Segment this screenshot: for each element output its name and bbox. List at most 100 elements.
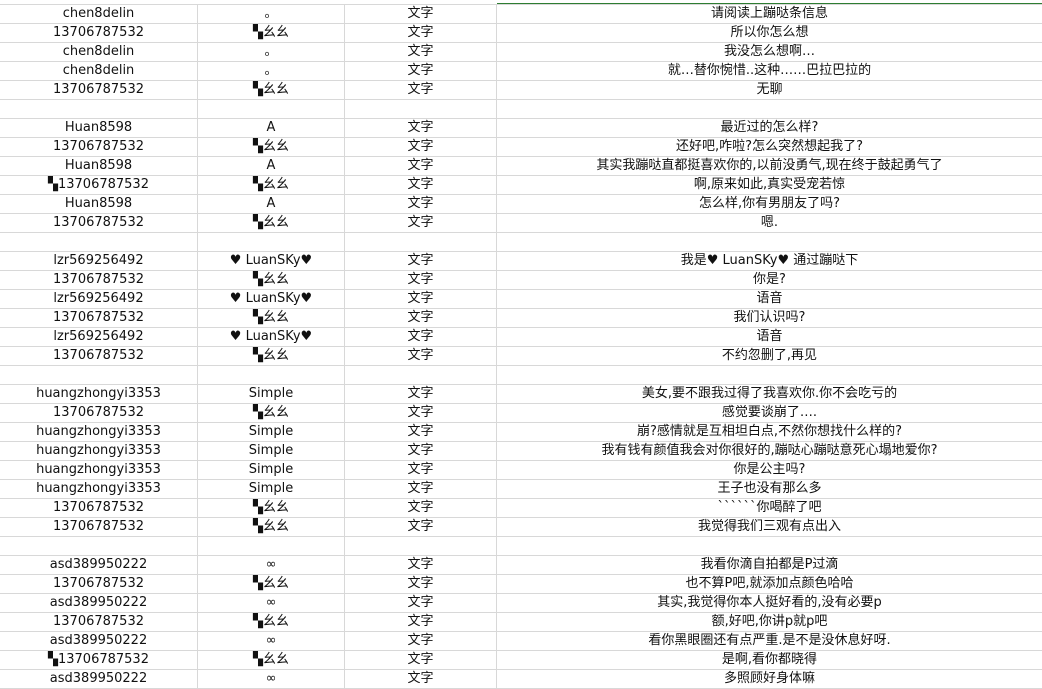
account-cell[interactable]: 13706787532 <box>0 613 198 631</box>
account-cell[interactable] <box>0 233 198 251</box>
message-cell[interactable]: 看你黑眼圈还有点严重.是不是没休息好呀. <box>648 633 891 648</box>
message-cell[interactable]: ``````你喝醉了吧 <box>717 500 822 515</box>
nickname-cell[interactable]: ▚幺幺 <box>198 575 345 593</box>
nickname-cell[interactable]: Simple <box>198 480 345 498</box>
message-cell[interactable]: 啊,原来如此,真实受宠若惊 <box>693 177 846 192</box>
type-cell[interactable]: 文字 <box>345 157 497 175</box>
type-cell[interactable]: 文字 <box>345 328 497 346</box>
account-cell[interactable]: chen8delin <box>0 43 198 61</box>
type-cell[interactable]: 文字 <box>345 670 497 688</box>
account-cell[interactable]: huangzhongyi3353 <box>0 442 198 460</box>
account-cell[interactable]: 13706787532 <box>0 309 198 327</box>
nickname-cell[interactable]: 。 <box>198 5 345 23</box>
message-cell[interactable]: 还好吧,咋啦?怎么突然想起我了? <box>676 139 863 154</box>
message-cell[interactable]: 我是♥ LuanSKy♥ 通过蹦哒下 <box>680 253 859 268</box>
account-cell[interactable]: 13706787532 <box>0 81 198 99</box>
nickname-cell[interactable]: A <box>198 195 345 213</box>
account-cell[interactable]: Huan8598 <box>0 119 198 137</box>
account-cell[interactable]: huangzhongyi3353 <box>0 461 198 479</box>
type-cell[interactable]: 文字 <box>345 347 497 365</box>
type-cell[interactable]: 文字 <box>345 24 497 42</box>
type-cell[interactable]: 文字 <box>345 214 497 232</box>
account-cell[interactable] <box>0 100 198 118</box>
type-cell[interactable]: 文字 <box>345 5 497 23</box>
nickname-cell[interactable] <box>198 537 345 555</box>
nickname-cell[interactable]: ▚幺幺 <box>198 651 345 669</box>
type-cell[interactable]: 文字 <box>345 195 497 213</box>
message-cell[interactable]: 额,好吧,你讲p就p吧 <box>711 614 828 629</box>
nickname-cell[interactable] <box>198 233 345 251</box>
type-cell[interactable]: 文字 <box>345 138 497 156</box>
message-cell[interactable]: 我们认识吗? <box>733 310 806 325</box>
nickname-cell[interactable]: ▚幺幺 <box>198 309 345 327</box>
account-cell[interactable]: ▚13706787532 <box>0 176 198 194</box>
account-cell[interactable]: 13706787532 <box>0 575 198 593</box>
nickname-cell[interactable]: ▚幺幺 <box>198 347 345 365</box>
account-cell[interactable]: 13706787532 <box>0 404 198 422</box>
account-cell[interactable]: huangzhongyi3353 <box>0 480 198 498</box>
nickname-cell[interactable]: ▚幺幺 <box>198 24 345 42</box>
type-cell[interactable]: 文字 <box>345 404 497 422</box>
account-cell[interactable]: chen8delin <box>0 62 198 80</box>
message-cell[interactable]: 你是公主吗? <box>733 462 806 477</box>
message-cell[interactable]: 也不算P吧,就添加点颜色哈哈 <box>685 576 854 591</box>
nickname-cell[interactable]: ▚幺幺 <box>198 81 345 99</box>
account-cell[interactable]: 13706787532 <box>0 271 198 289</box>
type-cell[interactable]: 文字 <box>345 423 497 441</box>
account-cell[interactable]: Huan8598 <box>0 157 198 175</box>
type-cell[interactable]: 文字 <box>345 480 497 498</box>
nickname-cell[interactable]: ▚幺幺 <box>198 613 345 631</box>
account-cell[interactable]: 13706787532 <box>0 347 198 365</box>
account-cell[interactable]: lzr569256492 <box>0 252 198 270</box>
message-cell[interactable]: 王子也没有那么多 <box>717 481 822 496</box>
account-cell[interactable]: 13706787532 <box>0 24 198 42</box>
nickname-cell[interactable]: ∞ <box>198 670 345 688</box>
type-cell[interactable]: 文字 <box>345 461 497 479</box>
type-cell[interactable]: 文字 <box>345 556 497 574</box>
message-cell[interactable]: 崩?感情就是互相坦白点,不然你想找什么样的? <box>637 424 902 439</box>
type-cell[interactable]: 文字 <box>345 119 497 137</box>
account-cell[interactable]: 13706787532 <box>0 499 198 517</box>
nickname-cell[interactable]: A <box>198 157 345 175</box>
message-cell[interactable]: 最近过的怎么样? <box>720 120 819 135</box>
nickname-cell[interactable]: ▚幺幺 <box>198 176 345 194</box>
account-cell[interactable]: huangzhongyi3353 <box>0 423 198 441</box>
nickname-cell[interactable]: Simple <box>198 385 345 403</box>
nickname-cell[interactable]: ∞ <box>198 556 345 574</box>
message-cell[interactable]: 怎么样,你有男朋友了吗? <box>698 196 841 211</box>
nickname-cell[interactable]: Simple <box>198 461 345 479</box>
message-cell[interactable]: 我觉得我们三观有点出入 <box>697 519 841 534</box>
account-cell[interactable]: lzr569256492 <box>0 290 198 308</box>
nickname-cell[interactable]: A <box>198 119 345 137</box>
message-cell[interactable] <box>497 537 1042 555</box>
account-cell[interactable]: asd389950222 <box>0 556 198 574</box>
message-cell[interactable]: 我有钱有颜值我会对你很好的,蹦哒心蹦哒意死心塌地爱你? <box>601 443 938 458</box>
message-cell[interactable]: 嗯. <box>760 215 779 230</box>
account-cell[interactable]: Huan8598 <box>0 195 198 213</box>
nickname-cell[interactable]: ♥ LuanSKy♥ <box>198 252 345 270</box>
type-cell[interactable]: 文字 <box>345 442 497 460</box>
nickname-cell[interactable] <box>198 366 345 384</box>
nickname-cell[interactable]: ▚幺幺 <box>198 138 345 156</box>
message-cell[interactable]: 无聊 <box>756 82 783 97</box>
type-cell[interactable]: 文字 <box>345 632 497 650</box>
message-cell[interactable]: 所以你怎么想 <box>730 25 809 40</box>
account-cell[interactable]: asd389950222 <box>0 670 198 688</box>
account-cell[interactable]: 13706787532 <box>0 518 198 536</box>
type-cell[interactable]: 文字 <box>345 518 497 536</box>
message-cell[interactable]: 美女,要不跟我过得了我喜欢你.你不会吃亏的 <box>641 386 898 401</box>
account-cell[interactable]: ▚13706787532 <box>0 651 198 669</box>
type-cell[interactable] <box>345 100 497 118</box>
type-cell[interactable]: 文字 <box>345 594 497 612</box>
nickname-cell[interactable]: Simple <box>198 442 345 460</box>
type-cell[interactable]: 文字 <box>345 575 497 593</box>
account-cell[interactable]: 13706787532 <box>0 138 198 156</box>
nickname-cell[interactable]: ∞ <box>198 632 345 650</box>
nickname-cell[interactable]: ▚幺幺 <box>198 518 345 536</box>
type-cell[interactable]: 文字 <box>345 62 497 80</box>
nickname-cell[interactable] <box>198 100 345 118</box>
type-cell[interactable]: 文字 <box>345 499 497 517</box>
type-cell[interactable]: 文字 <box>345 81 497 99</box>
message-cell[interactable]: 请阅读上蹦哒条信息 <box>710 6 828 21</box>
message-cell[interactable]: 其实,我觉得你本人挺好看的,没有必要p <box>657 595 882 610</box>
